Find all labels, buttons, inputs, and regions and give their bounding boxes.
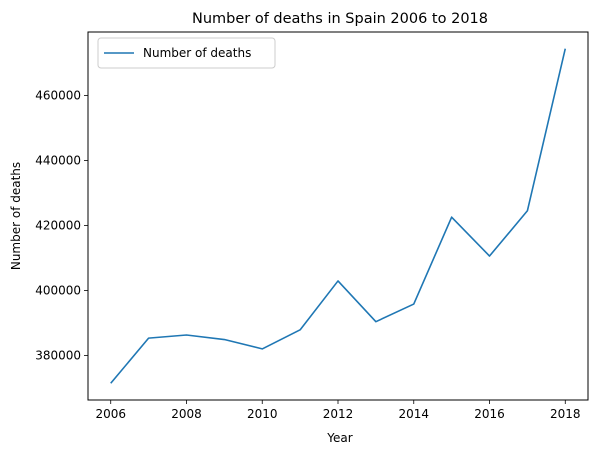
x-tick-label: 2006 — [95, 407, 126, 421]
x-tick-label: 2014 — [398, 407, 429, 421]
y-tick-label: 380000 — [35, 349, 81, 363]
legend: Number of deaths — [97, 37, 276, 69]
data-point — [564, 48, 566, 50]
legend-label: Number of deaths — [143, 46, 251, 60]
y-axis: 380000 400000 420000 440000 460000 — [35, 88, 88, 363]
data-point — [526, 210, 528, 212]
data-point — [223, 339, 225, 341]
x-axis: 2006 2008 2010 2012 2014 2016 2018 — [95, 400, 581, 421]
data-point — [375, 321, 377, 323]
x-tick-label: 2010 — [247, 407, 278, 421]
data-point — [451, 216, 453, 218]
data-point — [185, 334, 187, 336]
y-tick-label: 400000 — [35, 284, 81, 298]
y-axis-label: Number of deaths — [9, 162, 23, 270]
series-line — [110, 48, 567, 384]
x-tick-label: 2016 — [474, 407, 505, 421]
y-tick-label: 460000 — [35, 88, 81, 102]
data-point — [413, 303, 415, 305]
x-axis-label: Year — [326, 431, 352, 445]
y-tick-label: 440000 — [35, 153, 81, 167]
data-point — [337, 280, 339, 282]
data-point — [261, 348, 263, 350]
chart-title: Number of deaths in Spain 2006 to 2018 — [192, 11, 488, 27]
y-tick-label: 420000 — [35, 218, 81, 232]
data-point — [110, 382, 112, 384]
x-tick-label: 2012 — [323, 407, 354, 421]
data-point — [148, 337, 150, 339]
plot-area — [110, 48, 567, 384]
legend-box — [97, 37, 276, 69]
x-tick-label: 2008 — [171, 407, 202, 421]
data-point — [299, 329, 301, 331]
plot-frame — [87, 31, 589, 401]
x-tick-label: 2018 — [550, 407, 581, 421]
data-point — [489, 255, 491, 257]
